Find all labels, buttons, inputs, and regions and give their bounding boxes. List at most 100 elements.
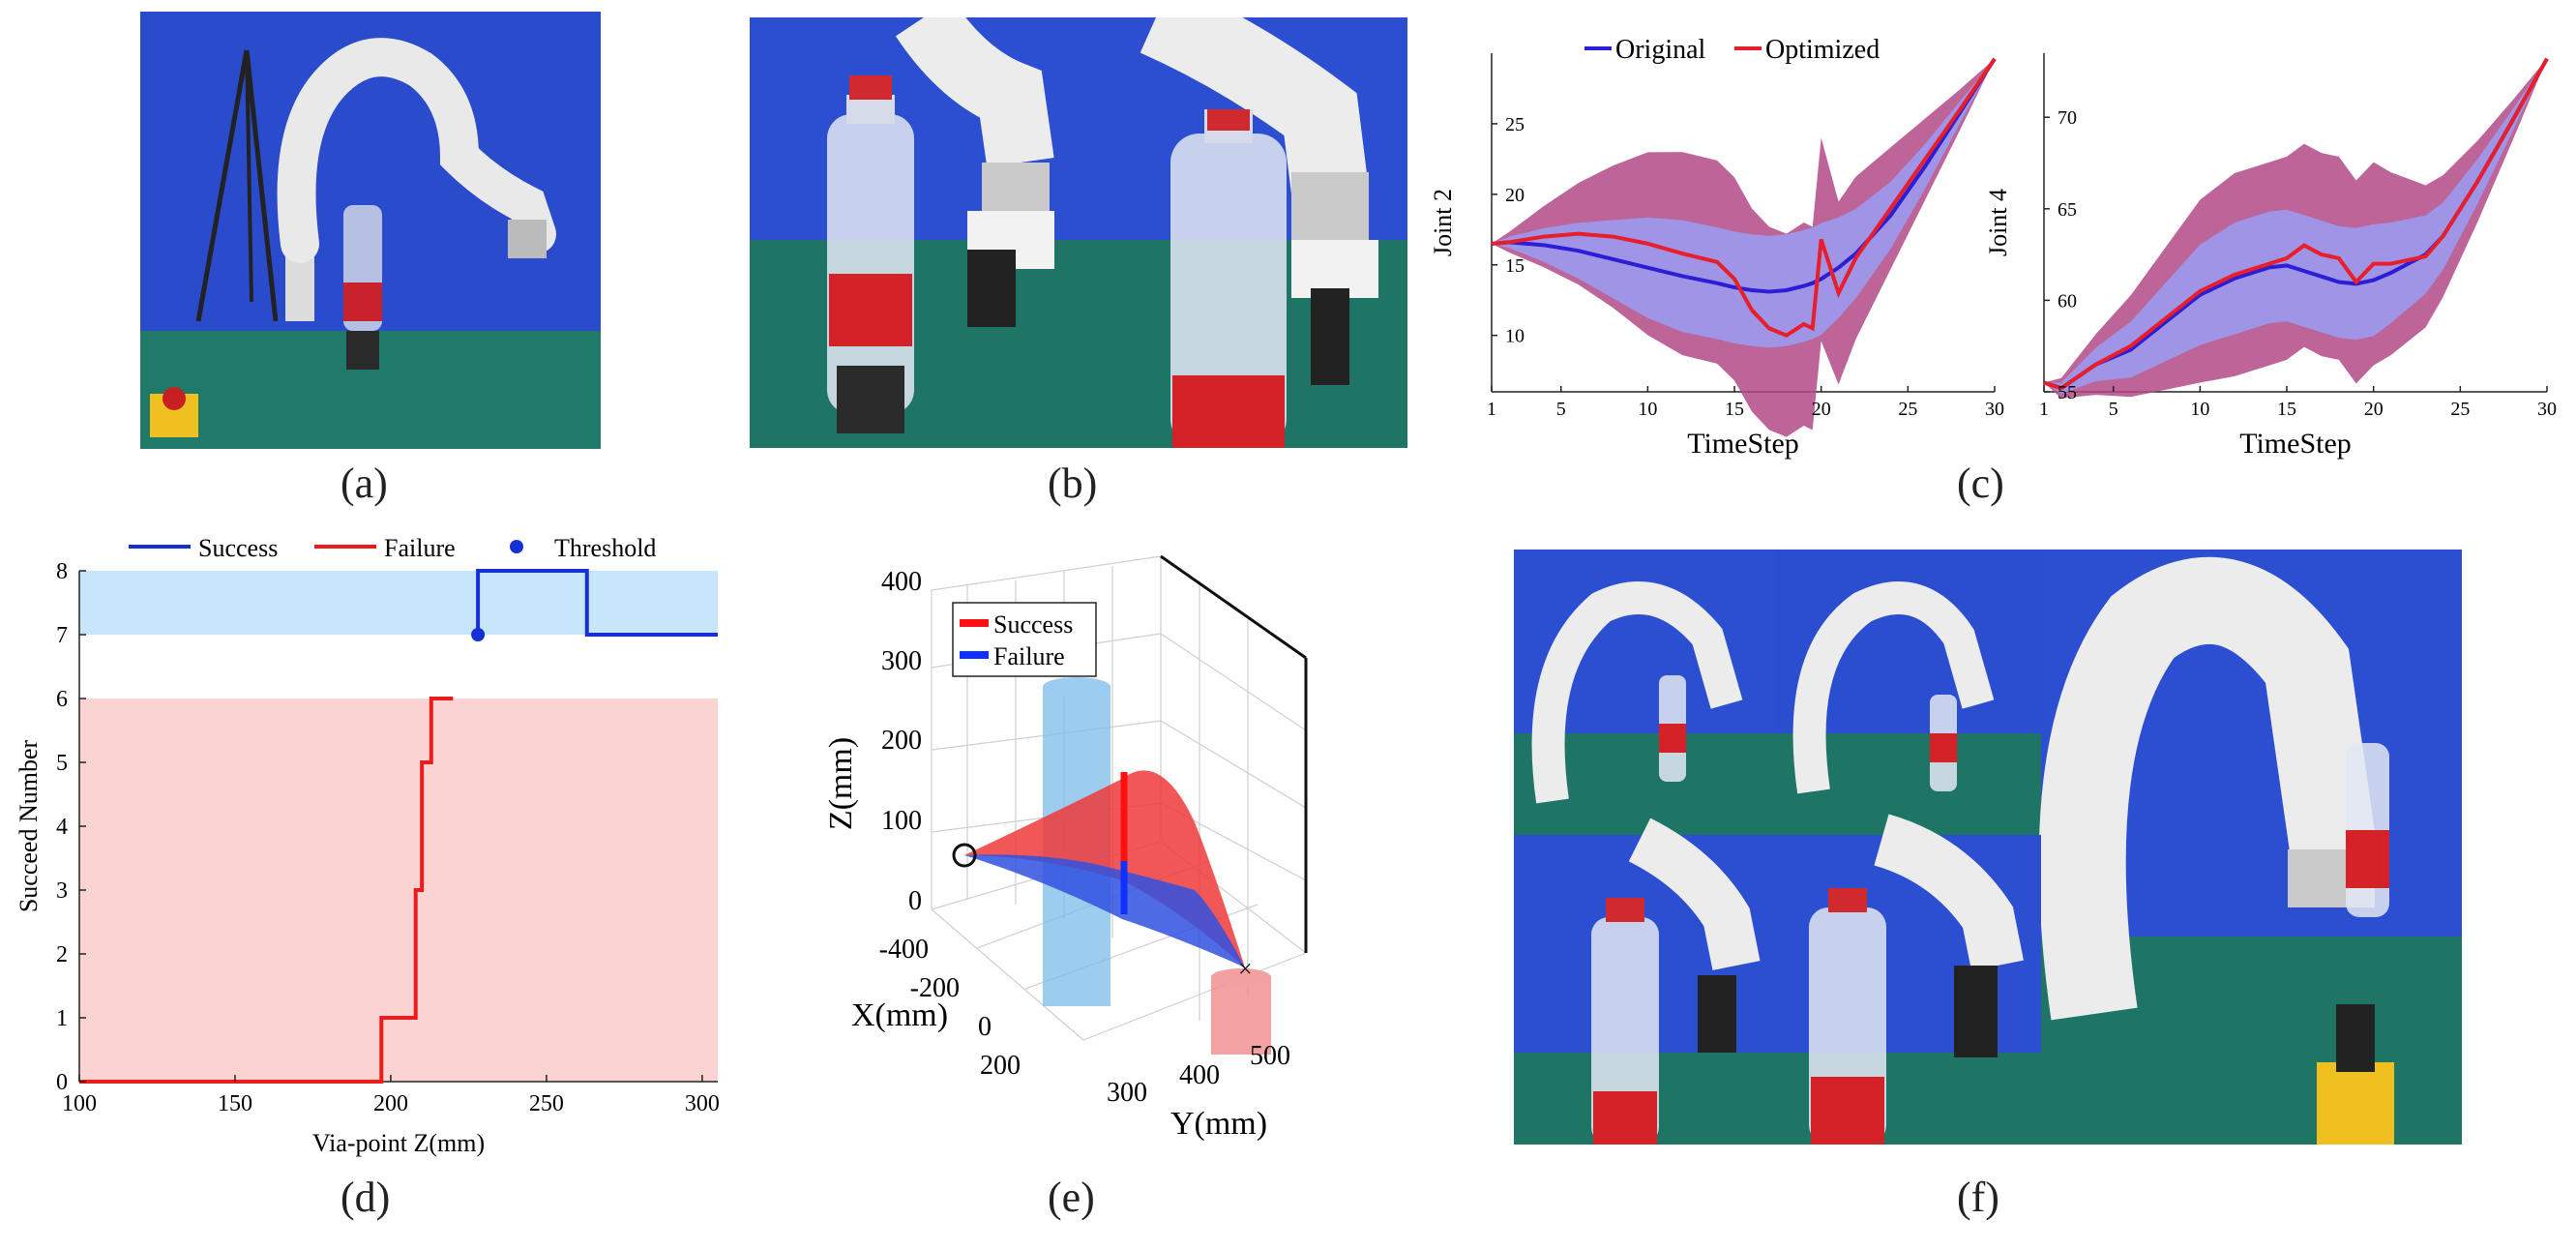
e-zlabel: Z(mm) <box>823 737 859 830</box>
c-left-optimized-line <box>1491 57 1997 338</box>
d-yticks: 0 1 2 3 4 5 6 7 8 <box>56 559 86 1095</box>
x-tick-label: 25 <box>2450 399 2470 420</box>
e-ztick: 0 <box>908 886 922 916</box>
photo-f-grid <box>1514 550 2462 1145</box>
x-tick-label: 30 <box>1985 399 2004 420</box>
c-right-band-original <box>2044 58 2547 394</box>
d-success-line <box>476 569 718 637</box>
c-right-xticks: 1 5 10 15 20 25 30 <box>2039 386 2557 420</box>
d-ylabel: Succeed Number <box>15 740 43 913</box>
e-legend-failure-label: Failure <box>993 642 1065 670</box>
chart-e-3d: × Success Failure 400 300 200 100 0 Z(mm… <box>813 542 1335 1142</box>
x-tick-label: 5 <box>2109 399 2118 420</box>
caption-e: (e) <box>1048 1174 1095 1221</box>
c-left-xticks: 1 5 10 15 20 25 30 <box>1487 386 2004 420</box>
c-left-yticks: 10 15 20 25 <box>1492 114 1525 347</box>
legend-threshold-label: Threshold <box>554 534 656 562</box>
e-yticks: 300 400 500 <box>1107 1041 1290 1108</box>
e-target-box <box>1211 977 1271 1055</box>
e-ytick: 500 <box>1250 1041 1290 1071</box>
y-tick-label: 8 <box>56 559 68 584</box>
legend-optimized-label: Optimized <box>1765 35 1880 65</box>
x-tick-label: 1 <box>2039 399 2049 420</box>
y-tick-label: 70 <box>2058 107 2077 129</box>
e-xtick: 200 <box>980 1051 1021 1081</box>
x-tick-label: 25 <box>1898 399 1917 420</box>
e-zticks: 400 300 200 100 0 <box>881 567 922 916</box>
d-failure-band <box>79 699 718 1082</box>
d-success-band <box>79 571 718 635</box>
c-left-band-original <box>1492 58 1995 348</box>
x-tick-label: 300 <box>685 1091 720 1116</box>
y-tick-label: 2 <box>56 942 68 967</box>
y-tick-label: 5 <box>56 751 68 776</box>
chart-e-svg: × Success Failure 400 300 200 100 0 Z(mm… <box>823 554 1308 1142</box>
x-tick-label: 5 <box>1556 399 1566 420</box>
x-tick-label: 10 <box>1638 399 1657 420</box>
chart-d-svg: Success Failure Threshold 100 150 200 2 5 0 30… <box>15 534 720 1157</box>
c-left-xlabel: TimeStep <box>1687 428 1799 460</box>
e-obstacle-cylinder-top <box>1043 677 1110 697</box>
e-ztick: 400 <box>881 567 922 597</box>
y-tick-label: 10 <box>1505 326 1525 347</box>
legend-threshold-marker <box>510 540 523 553</box>
x-tick-label: 200 <box>373 1091 408 1116</box>
d-failure-line <box>79 697 454 1084</box>
e-legend-box <box>952 602 1097 677</box>
y-tick-label: 0 <box>56 1070 68 1095</box>
e-start-point <box>952 843 977 868</box>
chart-d: Success Failure Threshold 100 150 200 2 5 0 30… <box>0 522 735 1171</box>
e-ytick: 300 <box>1107 1078 1147 1108</box>
caption-a: (a) <box>341 460 388 507</box>
x-tick-label: 30 <box>2537 399 2557 420</box>
e-xticks: -400 -200 0 200 <box>879 935 1021 1081</box>
c-right-optimized-line <box>2043 57 2549 391</box>
x-tick-label: 20 <box>2364 399 2384 420</box>
chart-c-legend: Original Optimized <box>1584 35 1880 65</box>
y-tick-label: 6 <box>56 687 68 712</box>
legend-original-label: Original <box>1615 35 1706 65</box>
e-xtick: 0 <box>978 1012 992 1042</box>
photo-f-illustration <box>1514 550 2462 1145</box>
c-right-xlabel: TimeStep <box>2239 428 2352 460</box>
e-xtick: -400 <box>879 935 929 965</box>
photo-a-robot-arm-scene <box>140 12 601 449</box>
caption-f: (f) <box>1957 1174 1999 1221</box>
e-goal-cross-icon: × <box>1238 955 1253 983</box>
d-threshold-marker <box>471 628 486 641</box>
e-target-box-top <box>1211 968 1271 986</box>
y-tick-label: 7 <box>56 623 68 648</box>
x-tick-label: 1 <box>1487 399 1496 420</box>
e-ytick: 400 <box>1179 1060 1220 1090</box>
e-ylabel: Y(mm) <box>1170 1106 1267 1142</box>
caption-c: (c) <box>1957 460 2004 507</box>
x-tick-label: 20 <box>1812 399 1831 420</box>
caption-b: (b) <box>1048 460 1098 507</box>
e-ztick: 200 <box>881 726 922 756</box>
x-tick-label: 100 <box>62 1091 97 1116</box>
photo-b-grasp-left <box>750 17 1117 448</box>
y-tick-label: 3 <box>56 878 68 904</box>
legend-failure-label: Failure <box>384 534 456 562</box>
y-tick-label: 60 <box>2058 290 2077 312</box>
legend-success-label: Success <box>198 534 278 562</box>
y-tick-label: 65 <box>2058 199 2077 221</box>
chart-c-svg: Original Optimized 1 5 10 15 20 25 30 10152025… <box>1429 35 2557 460</box>
x-tick-label: 15 <box>2277 399 2296 420</box>
y-tick-label: 20 <box>1505 185 1525 206</box>
chart-d-legend: Success Failure Threshold <box>129 534 656 562</box>
photo-b-left-illustration <box>750 17 1117 448</box>
c-right-ylabel: Joint 4 <box>1984 189 2012 256</box>
x-tick-label: 15 <box>1725 399 1744 420</box>
x-tick-label: 150 <box>218 1091 252 1116</box>
photo-b-grasp-right <box>1117 17 1407 448</box>
y-tick-label: 4 <box>56 815 68 840</box>
caption-d: (d) <box>341 1174 391 1221</box>
y-tick-label: 15 <box>1505 255 1525 277</box>
chart-c: Original Optimized 1 5 10 15 20 25 30 10 15 20 25… <box>1422 19 2563 464</box>
d-xlabel: Via-point Z(mm) <box>312 1129 485 1157</box>
e-ztick: 100 <box>881 806 922 836</box>
c-right-yticks: 55 60 65 70 <box>2044 107 2077 403</box>
